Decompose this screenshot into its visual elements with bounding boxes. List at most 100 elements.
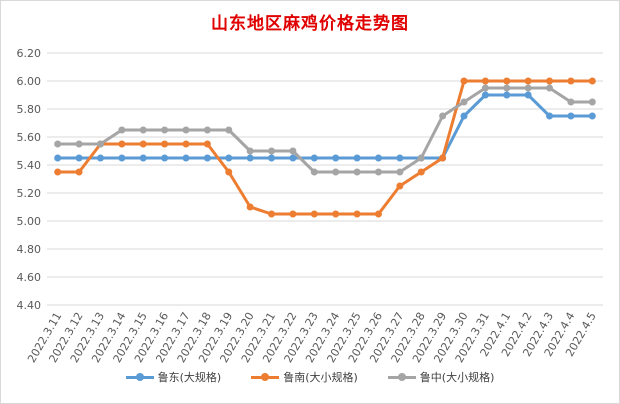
- data-point-s1-19: [460, 77, 468, 85]
- data-point-s1-14: [353, 210, 361, 218]
- data-point-s1-7: [203, 140, 211, 148]
- data-point-s0-20: [481, 91, 489, 99]
- data-point-s2-4: [139, 126, 147, 134]
- data-point-s2-3: [118, 126, 126, 134]
- data-point-s2-19: [460, 98, 468, 106]
- data-point-s0-7: [203, 154, 211, 162]
- y-tick-label: 6.00: [17, 75, 42, 88]
- data-point-s2-25: [588, 98, 596, 106]
- data-point-s1-13: [332, 210, 340, 218]
- data-point-s0-3: [118, 154, 126, 162]
- legend-label: 鲁南(大小规格): [283, 371, 358, 384]
- data-point-s1-8: [225, 168, 233, 176]
- data-point-s0-11: [289, 154, 297, 162]
- data-point-s2-9: [246, 147, 254, 155]
- y-tick-label: 5.00: [17, 215, 42, 228]
- data-point-s1-11: [289, 210, 297, 218]
- legend-item-1: 鲁南(大小规格): [251, 369, 358, 385]
- data-point-s0-19: [460, 112, 468, 120]
- y-tick-label: 5.40: [17, 159, 42, 172]
- y-tick-label: 4.80: [17, 243, 42, 256]
- legend-swatch: [251, 372, 280, 381]
- data-point-s0-13: [332, 154, 340, 162]
- data-point-s0-12: [310, 154, 318, 162]
- data-point-s1-12: [310, 210, 318, 218]
- data-point-s0-6: [182, 154, 190, 162]
- data-point-s0-21: [503, 91, 511, 99]
- data-point-s2-15: [374, 168, 382, 176]
- data-point-s1-23: [546, 77, 554, 85]
- data-point-s1-6: [182, 140, 190, 148]
- data-point-s0-25: [588, 112, 596, 120]
- data-point-s2-13: [332, 168, 340, 176]
- legend-item-2: 鲁中(大小规格): [387, 369, 495, 385]
- y-tick-label: 5.20: [17, 187, 42, 200]
- data-point-s1-0: [54, 168, 62, 176]
- data-point-s2-6: [182, 126, 190, 134]
- data-point-s1-18: [439, 154, 447, 162]
- data-point-s1-15: [374, 210, 382, 218]
- legend-label: 鲁东(大规格): [157, 371, 222, 384]
- data-point-s1-3: [118, 140, 126, 148]
- data-point-s1-21: [503, 77, 511, 85]
- data-point-s0-15: [374, 154, 382, 162]
- data-point-s0-4: [139, 154, 147, 162]
- y-tick-label: 5.60: [17, 131, 42, 144]
- data-point-s2-16: [396, 168, 404, 176]
- y-tick-label: 4.60: [17, 271, 42, 284]
- y-tick-label: 6.20: [17, 47, 42, 60]
- data-point-s0-14: [353, 154, 361, 162]
- data-point-s1-25: [588, 77, 596, 85]
- y-tick-label: 4.40: [17, 299, 42, 312]
- data-point-s0-5: [161, 154, 169, 162]
- data-point-s1-4: [139, 140, 147, 148]
- legend-item-0: 鲁东(大规格): [125, 369, 222, 385]
- data-point-s0-16: [396, 154, 404, 162]
- series-line-2: [56, 86, 594, 174]
- legend-label: 鲁中(大小规格): [419, 371, 495, 384]
- series-line-1: [56, 79, 594, 216]
- data-point-s2-7: [203, 126, 211, 134]
- series-line-0: [56, 93, 594, 160]
- chart-legend: 鲁东(大规格) 鲁南(大小规格) 鲁中(大小规格): [1, 369, 619, 385]
- data-point-s2-5: [161, 126, 169, 134]
- data-point-s2-24: [567, 98, 575, 106]
- chart-title: 山东地区麻鸡价格走势图: [211, 14, 409, 34]
- data-point-s1-10: [268, 210, 276, 218]
- data-point-s1-16: [396, 182, 404, 190]
- legend-swatch: [387, 372, 416, 381]
- data-point-s1-9: [246, 203, 254, 211]
- data-point-s2-2: [96, 140, 104, 148]
- data-point-s2-10: [268, 147, 276, 155]
- data-point-s2-14: [353, 168, 361, 176]
- data-point-s2-8: [225, 126, 233, 134]
- data-point-s0-9: [246, 154, 254, 162]
- data-point-s1-22: [524, 77, 532, 85]
- data-point-s0-8: [225, 154, 233, 162]
- data-point-s2-23: [546, 84, 554, 92]
- data-point-s0-22: [524, 91, 532, 99]
- data-point-s0-10: [268, 154, 276, 162]
- data-point-s2-22: [524, 84, 532, 92]
- data-point-s2-12: [310, 168, 318, 176]
- data-point-s2-18: [439, 112, 447, 120]
- data-point-s1-1: [75, 168, 83, 176]
- y-tick-label: 5.80: [17, 103, 42, 116]
- data-point-s1-5: [161, 140, 169, 148]
- data-point-s0-2: [96, 154, 104, 162]
- data-point-s0-24: [567, 112, 575, 120]
- data-point-s2-20: [481, 84, 489, 92]
- data-point-s1-20: [481, 77, 489, 85]
- data-point-s2-0: [54, 140, 62, 148]
- data-point-s0-23: [546, 112, 554, 120]
- data-point-s1-17: [417, 168, 425, 176]
- data-point-s0-1: [75, 154, 83, 162]
- data-point-s2-1: [75, 140, 83, 148]
- data-point-s0-0: [54, 154, 62, 162]
- legend-swatch: [125, 372, 154, 381]
- data-point-s2-21: [503, 84, 511, 92]
- data-point-s2-11: [289, 147, 297, 155]
- data-point-s2-17: [417, 154, 425, 162]
